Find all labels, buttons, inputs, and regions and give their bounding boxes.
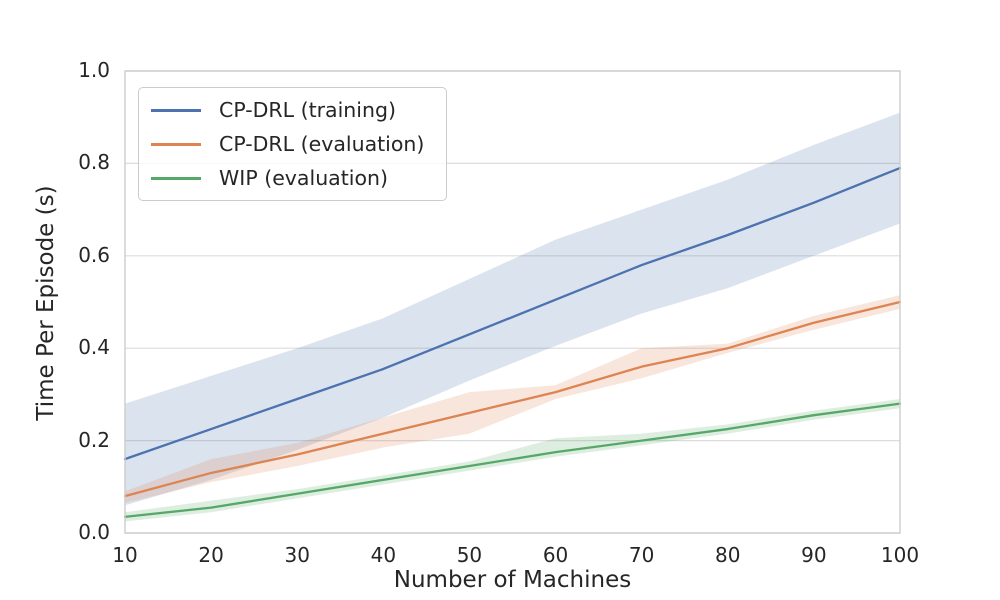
y-tick-label: 0.8: [78, 150, 110, 175]
legend-line-swatch: [151, 108, 201, 112]
x-axis-label: Number of Machines: [393, 567, 632, 593]
legend-label: CP-DRL (evaluation): [219, 132, 425, 156]
x-tick-label: 30: [284, 543, 310, 567]
y-tick-label: 0.4: [78, 335, 110, 360]
confidence-band: [125, 112, 900, 506]
legend-items: CP-DRL (training) CP-DRL (evaluation) WIP …: [151, 93, 424, 195]
legend-line-swatch: [151, 176, 201, 180]
legend-item: CP-DRL (evaluation): [151, 127, 424, 161]
x-tick-label: 70: [628, 543, 655, 567]
legend: CP-DRL (training) CP-DRL (evaluation) WIP …: [138, 87, 448, 201]
y-axis-label: Time Per Episode (s): [33, 185, 59, 421]
legend-item: CP-DRL (training): [151, 93, 424, 127]
series-line: [123, 402, 902, 518]
y-tick-label: 1.0: [78, 58, 110, 82]
confidence-band: [125, 295, 900, 503]
x-tick-label: 100: [880, 543, 920, 567]
y-tick-label: 0.6: [78, 242, 110, 267]
legend-item: WIP (evaluation): [151, 161, 424, 195]
x-tick-label: 50: [456, 543, 483, 567]
x-tick-label: 90: [801, 543, 827, 567]
y-tick-label: 0.2: [78, 427, 110, 452]
legend-line-swatch: [151, 142, 201, 146]
legend-label: WIP (evaluation): [219, 166, 389, 190]
plot-border: [124, 70, 901, 534]
series-line: [123, 166, 902, 461]
legend-label: CP-DRL (training): [219, 98, 397, 122]
x-tick-label: 20: [198, 543, 224, 567]
x-tick-label: 40: [370, 543, 397, 567]
x-tick-label: 60: [542, 543, 569, 567]
series-line: [123, 300, 902, 498]
y-tick-label: 0.0: [78, 520, 110, 544]
x-tick-label: 10: [112, 543, 138, 567]
x-tick-label: 80: [715, 543, 741, 567]
